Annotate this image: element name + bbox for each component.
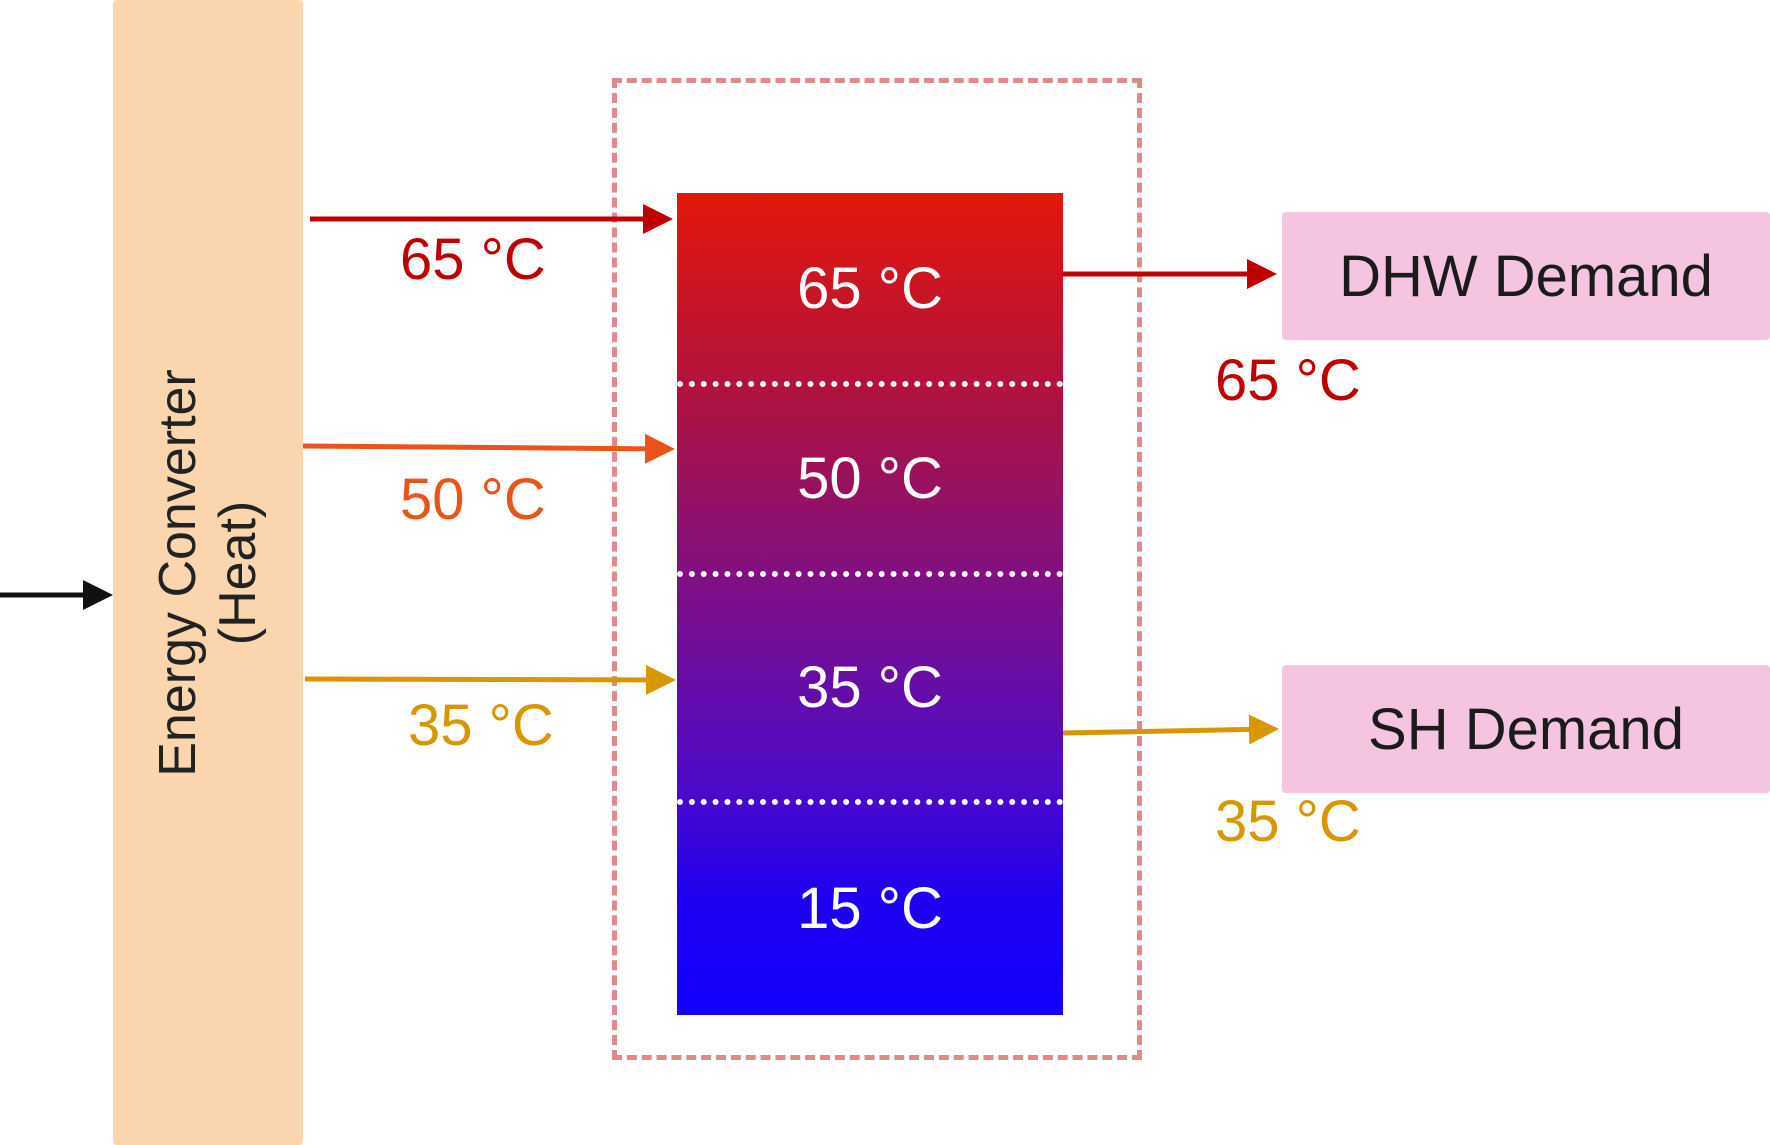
sh-demand-temp: 35 °C [1215,789,1361,854]
energy-converter-block: Energy Converter (Heat) [113,0,303,1145]
tank-layer-label: 15 °C [797,875,943,941]
dhw-demand-temp: 65 °C [1215,348,1361,413]
sh-demand-box: SH Demand [1282,665,1770,793]
tank-layer-50: 50 °C [677,383,1063,573]
tank-layer-label: 50 °C [797,445,943,511]
tank-layer-label: 35 °C [797,654,943,720]
input-temp-65: 65 °C [400,227,546,292]
tank-layer-label: 65 °C [797,255,943,321]
dhw-demand-label: DHW Demand [1339,243,1713,309]
layer-divider [677,571,1063,577]
input-temp-50: 50 °C [400,467,546,532]
layer-divider [677,381,1063,387]
charge-arrow-35 [304,664,676,695]
sh-demand-label: SH Demand [1368,696,1684,762]
layer-divider [677,799,1063,805]
storage-boundary [612,78,1142,1060]
discharge-arrow-sh [1062,714,1279,745]
tank-layer-15: 15 °C [677,801,1063,1015]
stratified-storage-tank: 65 °C 50 °C 35 °C 15 °C [677,193,1063,1015]
tank-layer-35: 35 °C [677,573,1063,801]
charge-arrow-50 [302,433,675,464]
dhw-demand-box: DHW Demand [1282,212,1770,340]
input-temp-35: 35 °C [408,693,554,758]
tank-layer-65: 65 °C [677,193,1063,383]
